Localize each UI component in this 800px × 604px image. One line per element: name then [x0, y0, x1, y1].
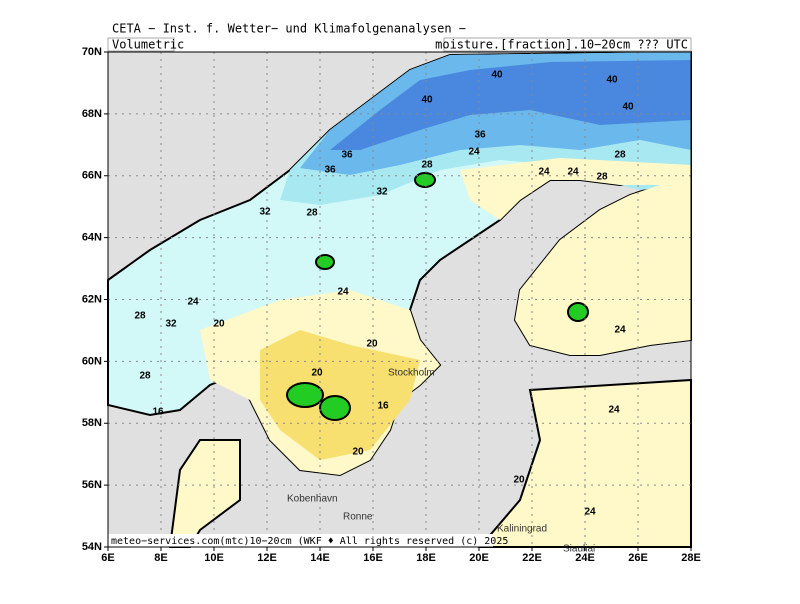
- lon-label: 6E: [101, 552, 114, 564]
- lake: [319, 395, 351, 421]
- lon-label: 18E: [416, 552, 436, 564]
- lon-label: 8E: [154, 552, 167, 564]
- contour-label: 24: [538, 167, 550, 178]
- contour-label: 32: [376, 187, 388, 198]
- place-name: Stockholm: [388, 368, 435, 379]
- place-name: Kaliningrad: [497, 524, 547, 535]
- contour-label: 20: [352, 447, 364, 458]
- lat-label: 60N: [82, 355, 102, 367]
- contour-label: 20: [366, 339, 378, 350]
- contour-label: 28: [306, 208, 318, 219]
- contour-label: 40: [622, 102, 634, 113]
- contour-label: 40: [421, 95, 433, 106]
- contour-label: 24: [608, 405, 620, 416]
- contour-label: 24: [614, 325, 626, 336]
- yellow-zone: [260, 330, 420, 460]
- lat-label: 58N: [82, 417, 102, 429]
- contour-label: 24: [584, 507, 596, 518]
- finland-zone: [460, 158, 691, 355]
- contour-label: 36: [324, 165, 336, 176]
- lon-label: 10E: [204, 552, 224, 564]
- place-name: Kobenhavn: [287, 494, 338, 505]
- contour-label: 28: [421, 160, 433, 171]
- lat-label: 70N: [82, 46, 102, 58]
- contour-label: 24: [337, 287, 349, 298]
- label-box: [443, 37, 692, 52]
- contour-label: 36: [341, 150, 353, 161]
- contour-label: 20: [213, 319, 225, 330]
- contour-label: 40: [491, 70, 503, 81]
- contour-label: 24: [468, 147, 480, 158]
- contour-label: 40: [606, 75, 618, 86]
- place-name: Ronne: [343, 512, 373, 523]
- place-name: Siauliai: [563, 544, 595, 555]
- lon-label: 24E: [575, 552, 595, 564]
- label-box: [107, 37, 175, 52]
- contour-label: 24: [187, 297, 199, 308]
- grid: [104, 51, 692, 551]
- contour-label: 28: [134, 311, 146, 322]
- lat-label: 56N: [82, 479, 102, 491]
- land-layer: [107, 50, 692, 548]
- contour-label: 16: [152, 407, 164, 418]
- lat-label: 66N: [82, 170, 102, 182]
- contour-label: 28: [139, 371, 151, 382]
- lon-label: 26E: [628, 552, 648, 564]
- contour-label: 20: [513, 475, 525, 486]
- lon-label: 22E: [522, 552, 542, 564]
- lake: [286, 382, 324, 408]
- contour-label: 28: [614, 150, 626, 161]
- map-frame: [107, 51, 692, 548]
- lon-label: 28E: [681, 552, 701, 564]
- lon-label: 12E: [257, 552, 277, 564]
- lake: [414, 172, 436, 188]
- footer-credit: meteo−services.com(mtc)10−20cm (WKF ♦ Al…: [111, 536, 508, 547]
- header-right: moisture.[fraction].10−20cm ??? UTC: [435, 38, 688, 52]
- lat-label: 62N: [82, 293, 102, 305]
- lake: [315, 254, 335, 270]
- contour-label: 36: [474, 130, 486, 141]
- lat-label: 54N: [82, 541, 102, 553]
- lat-label: 64N: [82, 232, 102, 244]
- contour-label: 32: [259, 207, 271, 218]
- lon-label: 14E: [310, 552, 330, 564]
- lon-label: 16E: [363, 552, 383, 564]
- contour-label: 32: [165, 319, 177, 330]
- lat-label: 68N: [82, 108, 102, 120]
- header-title: CETA − Inst. f. Wetter− und Klimafolgena…: [112, 22, 466, 36]
- lake: [567, 302, 589, 322]
- header-left: Volumetric: [112, 38, 184, 52]
- lon-label: 20E: [469, 552, 489, 564]
- contour-label: 20: [311, 368, 323, 379]
- footer-box: [108, 534, 493, 547]
- contour-label: 28: [596, 172, 608, 183]
- contour-label: 16: [377, 401, 389, 412]
- contour-label: 24: [567, 167, 579, 178]
- zone-40: [330, 60, 691, 150]
